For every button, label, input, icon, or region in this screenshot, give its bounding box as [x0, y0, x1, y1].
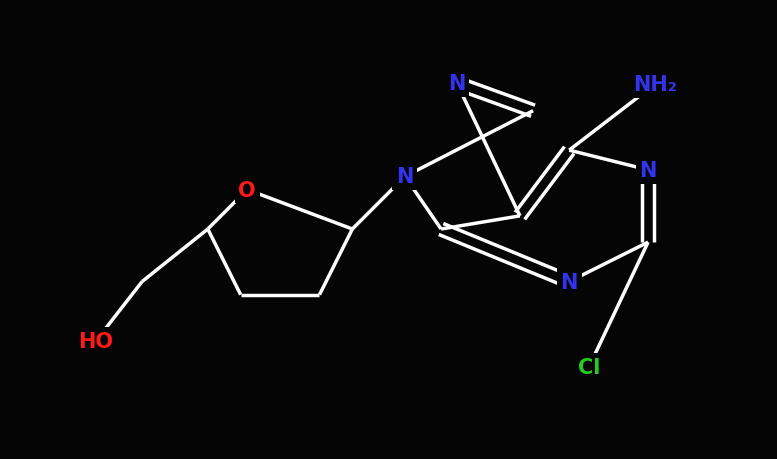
Text: N: N [448, 74, 465, 94]
Text: HO: HO [78, 331, 113, 351]
Text: Cl: Cl [578, 357, 600, 377]
Text: NH₂: NH₂ [632, 75, 677, 95]
Text: N: N [560, 272, 578, 292]
Text: N: N [396, 167, 413, 187]
Text: O: O [239, 180, 256, 200]
Text: N: N [639, 161, 657, 180]
